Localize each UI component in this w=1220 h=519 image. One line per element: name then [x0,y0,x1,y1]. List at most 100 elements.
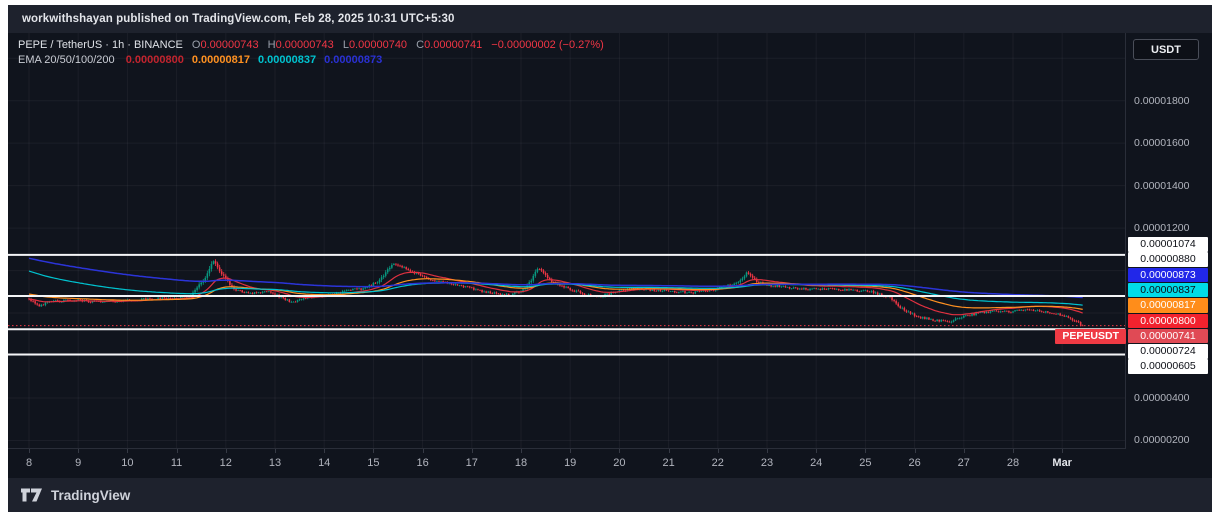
candle-body [206,273,209,278]
candle-body [1010,312,1012,314]
candle-body [505,293,508,295]
candle-body [151,298,153,300]
candle-body [274,293,276,295]
candle-body [374,282,377,284]
candle-body [692,292,694,294]
time-axis[interactable]: 8 9 10 11 12 13 14 15 16 17 18 19 20 21 22 23 24 25 26 27 28… [8,448,1126,479]
candle-body [292,301,295,303]
candle-body [704,290,707,292]
candle-body [77,299,79,301]
candle-body [698,291,701,292]
candle-body [36,303,38,305]
candle-body [1012,311,1014,313]
candle-body [682,291,684,292]
candle-body [542,270,545,273]
time-axis-tick [225,449,227,453]
candle-body [667,290,670,292]
candle-body [561,285,563,287]
price-marker-label: 0.00000800 [1128,313,1208,328]
candle-body [253,292,256,294]
candle-body [753,277,756,279]
candle-body [372,282,375,286]
tradingview-brand-link[interactable]: TradingView [51,487,131,503]
candle-body [967,315,969,316]
candle-body [944,320,947,322]
candle-body [395,263,397,265]
candle-body [1057,313,1059,315]
candle-body [784,286,787,288]
candle-body [776,285,779,287]
candle-body [294,301,297,303]
tradingview-logo-icon [21,488,42,502]
candle-body [922,317,924,319]
time-axis-tick [1062,449,1064,453]
currency-toggle-button[interactable]: USDT [1133,39,1199,60]
candle-body [208,268,211,274]
candle-body [350,289,352,291]
candle-body [659,289,662,292]
candle-body [891,297,893,301]
candle-body [450,283,453,285]
candle-body [423,276,426,277]
open-label: O [191,39,201,51]
candle-body [548,277,551,280]
candle-body [858,291,861,293]
candle-body [376,282,379,284]
candle-body [222,274,225,276]
candle-body [965,315,967,316]
candle-body [358,288,360,290]
candle-body [780,286,783,288]
price-axis-label: 0.00001800 [1134,94,1190,107]
candle-body [214,261,217,264]
candle-body [104,301,106,303]
candle-body [901,307,904,309]
candle-body [1063,315,1066,317]
candle-body [479,289,481,291]
candle-body [56,300,59,301]
chart-panel[interactable]: PEPE / TetherUS · 1h · BINANCE O0.000007… [8,33,1212,478]
candle-body [200,282,202,285]
candle-body [237,290,239,291]
time-axis-label: 21 [662,457,675,469]
candle-body [579,290,582,294]
candle-body [1067,316,1070,318]
candle-body [897,303,899,307]
time-axis-label: Mar [1052,457,1072,469]
candle-body [643,289,645,291]
candle-body [657,289,660,291]
candle-body [458,285,461,286]
candle-body [844,289,846,291]
candle-body [471,287,473,289]
candle-body [1036,310,1039,311]
candle-body [805,287,807,290]
candle-body [1049,312,1051,314]
candle-body [417,272,420,274]
candle-body [489,291,492,294]
candle-body [678,291,680,293]
candle-body [792,287,795,289]
candle-body [975,312,977,316]
candle-body [380,277,383,280]
candle-body [741,278,744,281]
candle-body [833,288,836,290]
candle-body [960,317,963,319]
time-axis-tick [914,449,916,453]
time-axis-tick [865,449,867,453]
time-axis-tick [963,449,965,453]
ema-value: 0.00000800 [125,54,184,66]
candle-body [530,280,533,283]
price-axis[interactable]: USDT 0.00001800 0.00001600 0.00001400 0.000… [1125,33,1212,448]
candle-body [247,292,250,294]
candlestick-chart[interactable] [8,33,1126,448]
candle-body [1081,325,1084,327]
candle-body [430,279,432,281]
candle-body [803,287,805,290]
candle-body [565,286,567,288]
candle-body [842,290,844,291]
candle-body [1020,310,1022,311]
candle-body [840,290,842,291]
candle-body [712,289,715,291]
candle-body [874,292,877,294]
candle-body [618,289,621,292]
candle-body [958,318,961,319]
